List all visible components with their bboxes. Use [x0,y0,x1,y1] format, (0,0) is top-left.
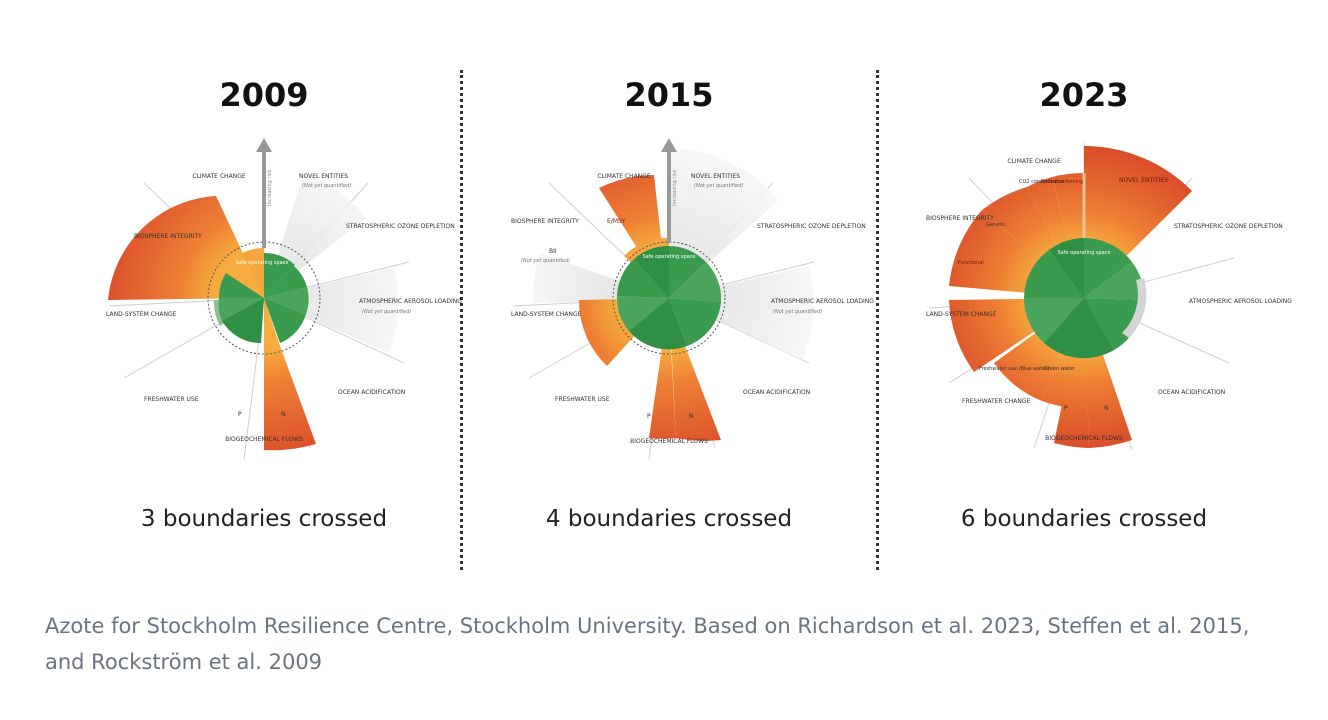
label-safe-space: Safe operating space [235,260,288,266]
label-blue-water: Freshwater use (Blue water) [979,366,1049,372]
label-land: LAND-SYSTEM CHANGE [926,311,997,318]
label-bio: BIOSPHERE INTEGRITY [511,218,579,225]
panel-2023: 2023 [884,60,1292,580]
label-p: P [647,413,651,420]
label-novel: NOVEL ENTITIES [299,173,348,180]
wedge-ozone [264,266,307,298]
label-p: P [238,411,242,418]
safe-zone-boundary [207,241,321,355]
boundary-diagram-2015: Increasing risk Safe operating space CLI… [511,138,874,461]
boundary-labels: CLIMATE CHANGE NOVEL ENTITIES (Not yet q… [106,173,462,443]
label-bio: BIOSPHERE INTEGRITY [134,233,202,240]
planetary-boundaries-figure: 2009 [64,60,1292,580]
arrow-label: Increasing risk [267,170,273,206]
panel-year: 2015 [624,76,714,114]
label-functional: Functional [958,260,984,266]
boundaries-crossed-count: 3 boundaries crossed [140,506,388,532]
increasing-risk-arrow: Increasing risk [661,138,678,243]
crossed-wedges [108,196,316,451]
figure-caption: Azote for Stockholm Resilience Centre, S… [45,614,1250,674]
boundary-diagram-2023: Safe operating space CLIMATE CHANGE CO2 … [926,143,1292,451]
wedge-aerosol [264,268,399,353]
safe-operating-space [218,252,309,344]
label-land: LAND-SYSTEM CHANGE [511,311,582,318]
label-aerosol: ATMOSPHERIC AEROSOL LOADING [359,298,462,305]
label-bii-note: (Not yet quantified) [521,258,570,264]
wedge-nitrogen [264,298,316,451]
dotted-separator [460,70,463,570]
label-climate: CLIMATE CHANGE [597,173,650,180]
dotted-separator [876,70,879,570]
panel-year: 2009 [219,76,309,114]
label-co2: CO2 concentration [1019,179,1066,185]
panel-2015: 2015 [469,60,874,580]
label-fresh: FRESHWATER USE [144,396,199,403]
label-n: N [1104,405,1109,412]
label-forcing: Radiative forcing [1041,179,1083,185]
boundary-labels: CLIMATE CHANGE CO2 concentration Radiati… [926,158,1292,442]
label-safe-space: Safe operating space [642,254,695,260]
label-p: P [1064,405,1068,412]
label-novel-note: (Not yet quantified) [694,183,743,189]
safe-operating-space [616,245,722,350]
label-fresh: FRESHWATER CHANGE [962,398,1030,405]
boundary-labels: CLIMATE CHANGE NOVEL ENTITIES (Not yet q… [511,173,874,445]
label-emsy: E/MSY [607,218,626,225]
label-climate: CLIMATE CHANGE [192,173,245,180]
label-green-water: Green water [1044,366,1076,372]
label-genetic: Genetic [986,222,1006,228]
label-bgc: BIOGEOCHEMICAL FLOWS [1045,435,1123,442]
label-bii: BII [549,248,557,255]
label-ocean: OCEAN ACIDIFICATION [1158,389,1225,396]
safe-operating-space [1023,238,1147,359]
label-n: N [281,411,286,418]
label-ocean: OCEAN ACIDIFICATION [743,389,810,396]
boundaries-crossed-count: 6 boundaries crossed [960,506,1208,532]
label-novel: NOVEL ENTITIES [1119,177,1168,184]
label-novel: NOVEL ENTITIES [691,173,740,180]
label-ocean: OCEAN ACIDIFICATION [338,389,405,396]
increasing-risk-arrow: Increasing risk [256,138,273,248]
label-safe-space: Safe operating space [1057,250,1110,256]
label-bgc: BIOGEOCHEMICAL FLOWS [225,436,303,443]
label-novel-note: (Not yet quantified) [302,183,351,189]
label-ozone: STRATOSPHERIC OZONE DEPLETION [346,223,455,230]
label-ozone: STRATOSPHERIC OZONE DEPLETION [757,223,866,230]
label-aerosol-note: (Not yet quantified) [773,309,822,315]
arrow-label: Increasing risk [672,170,678,206]
label-n: N [689,413,694,420]
label-fresh: FRESHWATER USE [555,396,610,403]
label-bio: BIOSPHERE INTEGRITY [926,215,994,222]
label-aerosol: ATMOSPHERIC AEROSOL LOADING [771,298,874,305]
label-ozone: STRATOSPHERIC OZONE DEPLETION [1174,223,1283,230]
panel-2009: 2009 [64,60,464,580]
label-aerosol: ATMOSPHERIC AEROSOL LOADING [1189,298,1292,305]
label-bgc: BIOGEOCHEMICAL FLOWS [630,438,708,445]
panel-year: 2023 [1039,76,1129,114]
label-land: LAND-SYSTEM CHANGE [106,311,177,318]
boundaries-crossed-count: 4 boundaries crossed [545,506,793,532]
label-climate: CLIMATE CHANGE [1007,158,1060,165]
label-aerosol-note: (Not yet quantified) [362,309,411,315]
boundary-diagram-2009: Increasing risk Safe operating space CLI… [106,138,462,461]
wedge-nitrogen [669,298,721,441]
wedge-aerosol [669,266,814,360]
safe-zone-boundary [612,241,726,355]
wedge-biosphere [108,196,264,300]
